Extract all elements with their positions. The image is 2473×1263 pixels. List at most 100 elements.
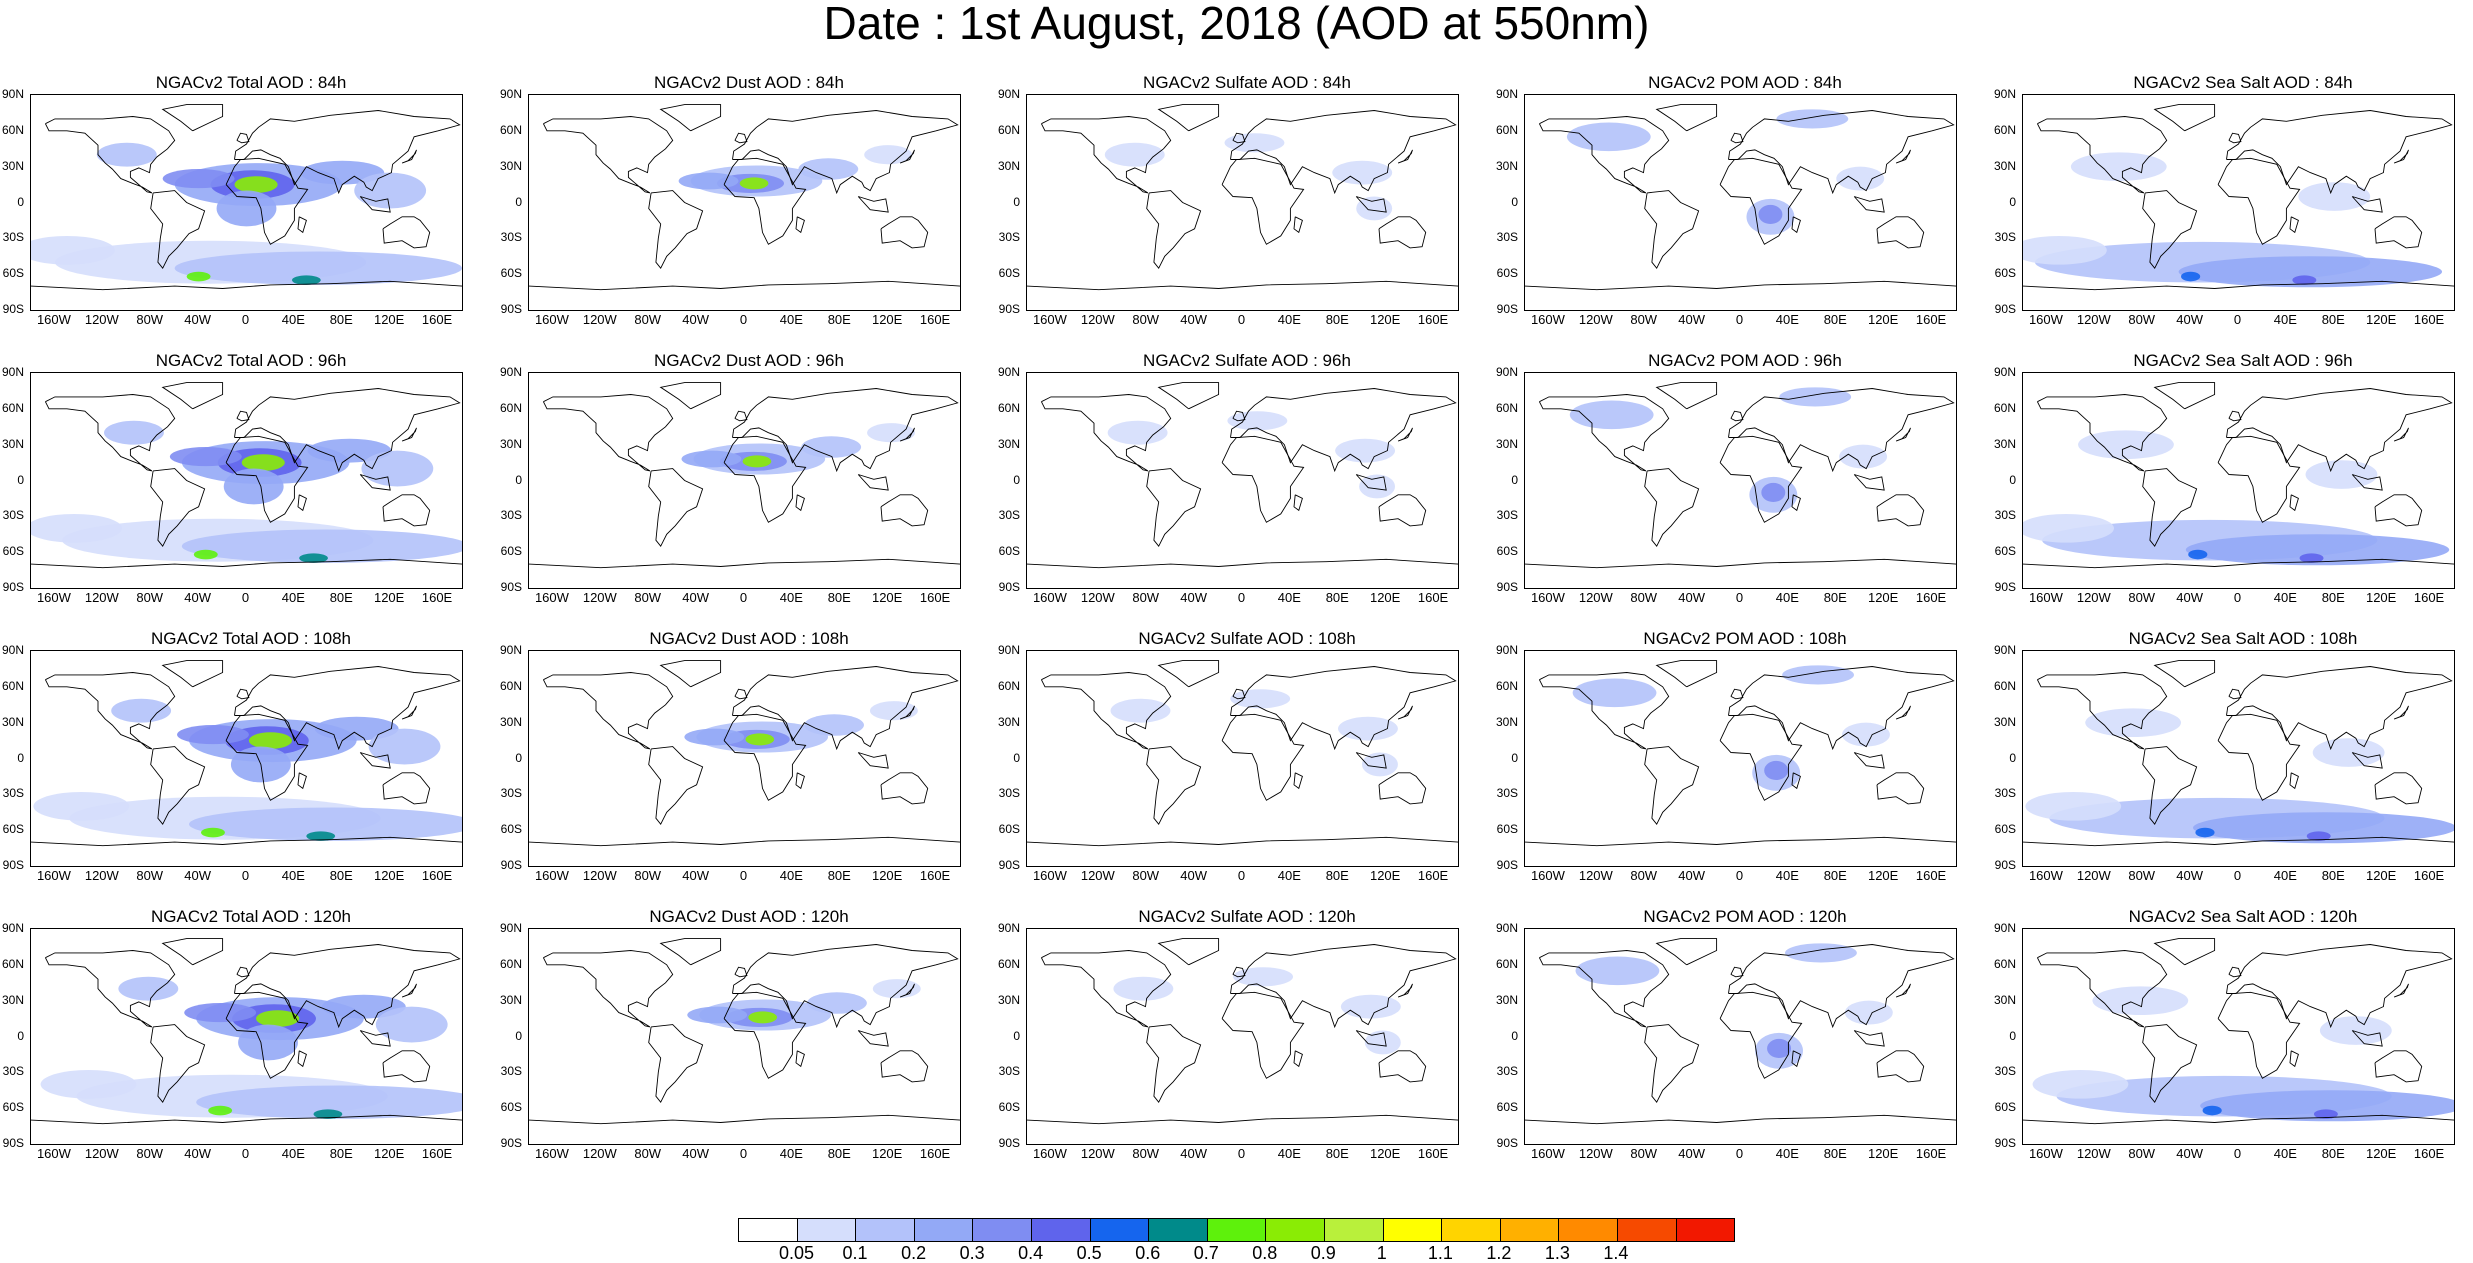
lon-tick-label: 0: [241, 1146, 250, 1161]
aod-blob: [1356, 196, 1393, 221]
coastline: [1157, 104, 1220, 132]
coastline: [1230, 388, 1457, 473]
aod-blob: [1338, 716, 1398, 741]
lat-tick-label: 0: [2009, 750, 2016, 765]
lon-tick-label: 120E: [1867, 312, 1899, 327]
lon-tick-label: 160W: [36, 590, 71, 605]
map-panel: NGACv2 Total AOD : 120h 90N 60N 30N 0 30S 60S 9…: [2, 907, 486, 1161]
coastline: [2153, 938, 2216, 966]
lat-tick-label: 60S: [2, 1100, 24, 1115]
coastline: [1876, 1050, 1925, 1083]
lon-tick-label: 80E: [1823, 868, 1847, 883]
coastline: [1293, 494, 1303, 512]
world-map: [1524, 372, 1957, 589]
coastline: [161, 382, 224, 410]
lat-tick-label: 90S: [500, 580, 522, 594]
lon-tick-label: 0: [2233, 590, 2242, 605]
panel-title: NGACv2 POM AOD : 84h: [1648, 73, 1842, 92]
coastline: [659, 104, 722, 132]
lon-tick-label: 40W: [1678, 1146, 1705, 1161]
lat-tick-label: 60S: [500, 822, 522, 837]
colorbar-box: [1442, 1219, 1501, 1241]
aod-blob: [2032, 1069, 2129, 1099]
lat-tick-label: 60S: [500, 544, 522, 559]
coastline: [734, 410, 748, 422]
lon-tick-label: 160E: [919, 312, 951, 327]
lat-tick-label: 30S: [1994, 508, 2016, 523]
coastline: [2226, 944, 2453, 1029]
aod-field: [2023, 104, 2454, 291]
colorbar-box: [914, 1219, 974, 1241]
lon-tick-label: 80W: [136, 1146, 164, 1161]
lon-tick-label: 160E: [1417, 1146, 1449, 1161]
lat-tick-label: 30S: [1496, 786, 1518, 801]
aod-blob: [186, 271, 211, 282]
lon-tick-label: 40W: [184, 1146, 211, 1161]
lat-tick-label: 30N: [1, 436, 24, 451]
coastline: [2393, 983, 2409, 998]
coastline: [857, 474, 889, 491]
lon-tick-label: 40W: [2176, 590, 2203, 605]
coastline: [2228, 688, 2242, 700]
lon-tick-label: 120E: [2365, 1146, 2397, 1161]
colorbar-box: [1031, 1219, 1091, 1241]
lon-tick-label: 160E: [1915, 1146, 1947, 1161]
coastline: [31, 1114, 462, 1125]
lat-tick-label: 0: [1013, 750, 1020, 765]
lon-tick-label: 80E: [1325, 312, 1349, 327]
lat-tick-label: 60N: [1495, 678, 1518, 693]
lon-tick-label: 120E: [2365, 312, 2397, 327]
aod-blob: [742, 455, 772, 468]
coastline: [1895, 149, 1911, 164]
lon-tick-label: 160W: [1032, 312, 1067, 327]
coastline: [723, 435, 807, 523]
coastline: [542, 116, 674, 194]
lon-tick-label: 40W: [1678, 868, 1705, 883]
coastline: [297, 216, 307, 234]
aod-blob: [31, 513, 122, 543]
lat-tick-label: 90N: [1, 921, 24, 935]
lon-tick-label: 80E: [1823, 312, 1847, 327]
lon-tick-label: 40E: [779, 590, 803, 605]
lat-tick-label: 30S: [500, 508, 522, 523]
coastline: [1728, 944, 1955, 1029]
coastline: [2036, 116, 2168, 194]
coastline: [31, 280, 462, 291]
aod-blob: [321, 994, 406, 1019]
coastline: [2289, 494, 2299, 512]
coastline: [1538, 672, 1670, 750]
lon-tick-label: 80E: [1325, 868, 1349, 883]
coastline: [1232, 688, 1246, 700]
coastline: [1525, 558, 1956, 569]
lat-tick-label: 90N: [997, 921, 1020, 935]
lat-tick-label: 90S: [2, 580, 24, 594]
lat-tick-label: 0: [1013, 194, 1020, 209]
coastline: [1232, 966, 1246, 978]
coastline: [1027, 836, 1458, 847]
aod-blob: [193, 549, 218, 560]
aod-blob: [2025, 791, 2122, 821]
lon-tick-label: 40W: [682, 590, 709, 605]
coastline: [1655, 938, 1718, 966]
aod-field: [2023, 382, 2454, 569]
coastline: [236, 132, 250, 144]
aod-blob: [798, 158, 859, 180]
aod-blob: [2178, 256, 2443, 288]
lon-tick-label: 80E: [1325, 1146, 1349, 1161]
coastline: [1525, 280, 1956, 291]
aod-blob: [1836, 166, 1885, 191]
world-map: [1524, 94, 1957, 311]
map-panel: NGACv2 Dust AOD : 96h 90N 60N 30N 0 30S 60S 90S…: [500, 351, 984, 605]
lat-tick-label: 90S: [2, 302, 24, 316]
aod-blob: [872, 979, 921, 999]
coastline: [1644, 190, 1700, 270]
colorbar-label: 0.2: [901, 1243, 927, 1263]
aod-blob: [291, 275, 321, 285]
aod-blob: [40, 1069, 137, 1099]
coastline: [899, 983, 915, 998]
coastline: [2217, 435, 2301, 523]
aod-blob: [1764, 760, 1789, 780]
aod-blob: [300, 160, 385, 185]
aod-blob: [2202, 1105, 2222, 1116]
aod-blob: [33, 791, 130, 821]
